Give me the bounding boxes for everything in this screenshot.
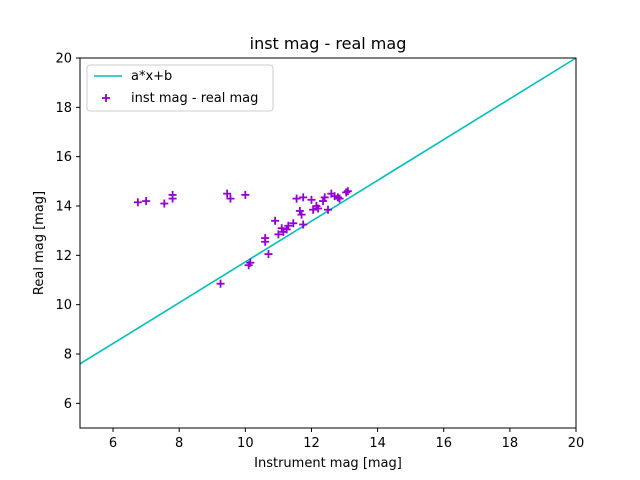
legend-plus-swatch [102,94,110,102]
data-point [246,258,255,267]
legend-label-scatter: inst mag - real mag [131,91,258,106]
data-point [299,220,308,229]
data-point [335,194,344,203]
legend-box [86,64,274,112]
y-tick-label: 8 [64,348,72,363]
y-axis-label: Real mag [mag] [32,191,47,295]
data-point [223,189,232,198]
x-tick-label: 8 [175,436,183,451]
data-point [299,193,308,202]
data-point [133,198,142,207]
data-point [277,224,286,233]
plot-background [80,58,576,428]
data-point [261,234,270,243]
chart-title: inst mag - real mag [250,34,407,53]
y-tick-label: 14 [55,200,72,215]
data-point [168,190,177,199]
data-point [319,197,328,206]
legend: a*x+b inst mag - real mag [86,64,274,112]
x-tick-label: 20 [568,436,585,451]
x-tick-label: 6 [109,436,117,451]
data-point [314,204,323,213]
plot-area [80,58,576,428]
data-point [320,193,329,202]
y-tick-label: 10 [55,298,72,313]
data-point [292,194,301,203]
data-point [160,199,169,208]
series-layer [79,57,577,365]
x-tick-label: 18 [502,436,519,451]
data-point [216,279,225,288]
y-tick-label: 6 [64,397,72,412]
x-tick-label: 12 [303,436,320,451]
data-point [284,221,293,230]
axis-layer: 6 8 10 12 14 16 18 20 6 8 10 12 14 16 18 20 [55,52,584,452]
data-point [271,216,280,225]
x-tick-label: 10 [237,436,254,451]
data-point [333,193,342,202]
data-point [274,230,283,239]
data-point [343,187,352,196]
data-point [226,194,235,203]
data-point [142,197,151,206]
plot-frame [79,57,577,429]
data-point [295,206,304,215]
x-tick-label: 16 [435,436,452,451]
data-point [297,210,306,219]
x-tick-label: 14 [369,436,386,451]
data-point [324,205,332,214]
data-point [282,225,291,234]
data-point [342,188,351,197]
y-tick-label: 20 [55,52,72,67]
y-tick-label: 12 [55,249,72,264]
data-point [241,190,250,199]
y-tick-label: 16 [55,150,72,165]
data-point [264,250,273,259]
legend-label-line: a*x+b [131,69,172,84]
x-axis-label: Instrument mag [mag] [254,456,402,471]
y-tick-label: 18 [55,101,72,116]
data-point [307,195,316,204]
data-point [289,219,298,228]
